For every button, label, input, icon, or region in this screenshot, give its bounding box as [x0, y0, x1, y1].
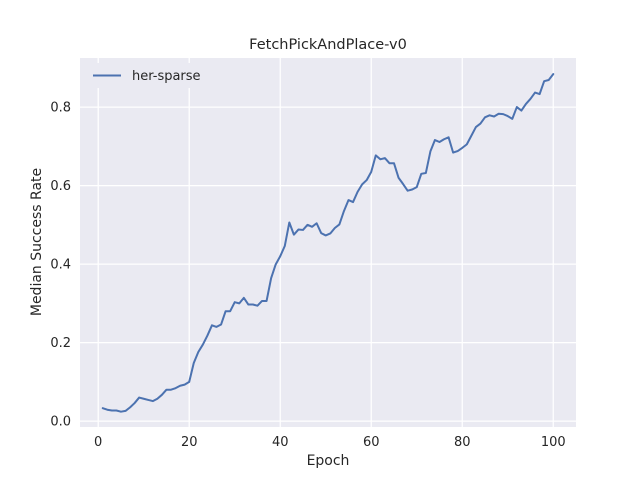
- chart-title: FetchPickAndPlace-v0: [249, 37, 407, 53]
- x-tick-label: 60: [363, 435, 380, 450]
- plot-background: [80, 58, 576, 427]
- y-tick-label: 0.8: [50, 101, 71, 116]
- legend-label: her-sparse: [132, 69, 201, 84]
- x-tick-label: 20: [181, 435, 198, 450]
- series-line-her-sparse: [101, 73, 555, 413]
- y-tick-label: 0.6: [50, 179, 71, 194]
- y-tick-label: 0.2: [50, 336, 71, 351]
- y-tick-label: 0.0: [50, 415, 71, 430]
- grid: [80, 58, 576, 427]
- tick-labels: 0 20 40 60 80 100 0.0 0.2 0.4 0.6 0.8: [50, 101, 565, 450]
- series-lines: [101, 73, 555, 413]
- y-axis-label: Median Success Rate: [29, 168, 45, 316]
- legend: her-sparse: [85, 63, 203, 88]
- x-tick-label: 0: [94, 435, 102, 450]
- x-tick-label: 80: [454, 435, 471, 450]
- legend-box: [85, 63, 203, 88]
- x-tick-label: 100: [541, 435, 566, 450]
- x-axis-label: Epoch: [307, 453, 350, 469]
- y-tick-label: 0.4: [50, 258, 71, 273]
- x-tick-label: 40: [272, 435, 289, 450]
